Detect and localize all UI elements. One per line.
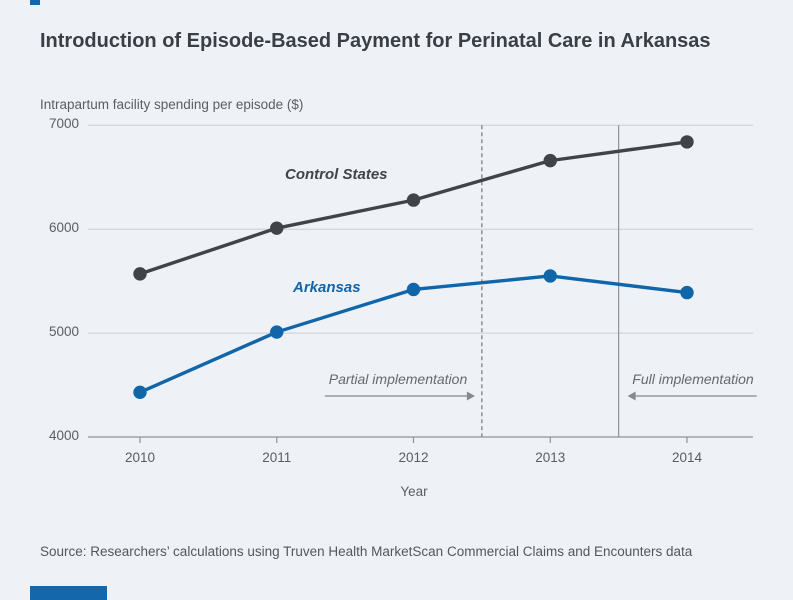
arkansas-point-2012 bbox=[406, 282, 421, 297]
accent-bottom-bar bbox=[30, 586, 107, 600]
arkansas-point-2011 bbox=[270, 325, 284, 339]
annotation-partial-implementation: Partial implementation bbox=[328, 371, 468, 387]
y-tick-label: 5000 bbox=[48, 324, 79, 340]
x-tick-label: 2011 bbox=[262, 450, 292, 465]
x-axis-title: Year bbox=[400, 484, 428, 499]
x-tick-label: 2012 bbox=[398, 450, 429, 465]
annotation-full-implementation: Full implementation bbox=[632, 371, 754, 387]
figure-title: Introduction of Episode-Based Payment fo… bbox=[40, 30, 711, 52]
control-states-point-2013 bbox=[543, 153, 557, 168]
arkansas-point-2010 bbox=[133, 385, 147, 400]
control-states-line bbox=[139, 140, 688, 276]
accent-top-bar bbox=[30, 0, 40, 5]
control-states-point-2010 bbox=[133, 267, 147, 281]
control-states-point-2014 bbox=[680, 135, 694, 149]
y-axis-title: Intrapartum facility spending per episod… bbox=[40, 97, 304, 112]
control-states-point-2011 bbox=[270, 221, 284, 235]
x-tick-label: 2013 bbox=[535, 450, 566, 465]
series-label-control-states: Control States bbox=[285, 166, 388, 183]
x-tick-label: 2014 bbox=[671, 450, 703, 465]
arkansas-point-2014 bbox=[680, 285, 694, 300]
series-label-arkansas: Arkansas bbox=[293, 279, 361, 296]
control-states-point-2012 bbox=[406, 193, 421, 207]
arkansas-point-2013 bbox=[543, 269, 557, 283]
y-tick-label: 7000 bbox=[48, 116, 79, 132]
full-arrow-head bbox=[627, 391, 636, 401]
y-tick-label: 4000 bbox=[48, 428, 79, 443]
y-tick-label: 6000 bbox=[48, 220, 79, 236]
x-tick-label: 2010 bbox=[124, 450, 156, 465]
source-note: Source: Researchers’ calculations using … bbox=[40, 544, 693, 559]
partial-arrow-head bbox=[466, 391, 475, 401]
